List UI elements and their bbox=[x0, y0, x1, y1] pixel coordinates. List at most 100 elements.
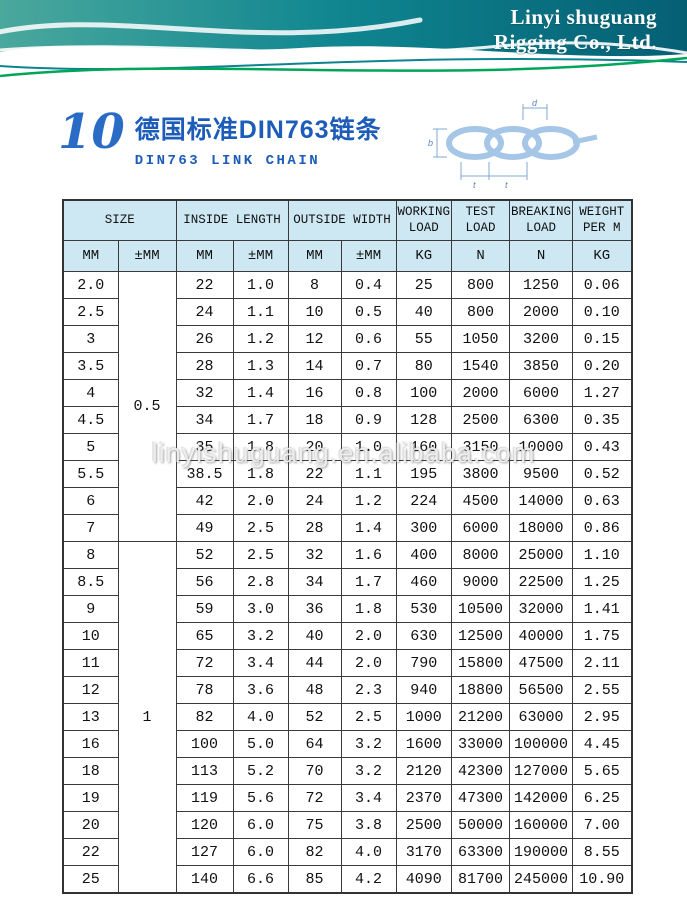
table-cell: 22 bbox=[175, 271, 234, 300]
table-cell: 42 bbox=[175, 487, 234, 516]
table-cell: 1.8 bbox=[232, 460, 289, 489]
unit-header: MM bbox=[175, 240, 234, 273]
table-cell: 0.35 bbox=[572, 406, 633, 435]
column-group-header: WEIGHT PER M bbox=[572, 199, 633, 242]
table-cell: 49 bbox=[175, 514, 234, 543]
table-cell: 400 bbox=[395, 541, 453, 570]
table-row: 5.5 38.5 1.8 22 1.1 195 3800 9500 0.52 bbox=[62, 460, 633, 489]
table-cell: 85 bbox=[287, 865, 342, 894]
table-cell: 18000 bbox=[509, 514, 574, 543]
table-cell: 16 bbox=[287, 379, 342, 408]
table-cell: 82 bbox=[175, 703, 234, 732]
table-cell: 0.06 bbox=[572, 271, 633, 300]
table-cell: 2.0 bbox=[340, 622, 397, 651]
table-row: 6 42 2.0 24 1.2 224 4500 14000 0.63 bbox=[62, 487, 633, 516]
table-cell: 22 bbox=[287, 460, 342, 489]
table-cell: 10 bbox=[62, 622, 119, 651]
table-cell: 460 bbox=[395, 568, 453, 597]
table-cell: 38.5 bbox=[175, 460, 234, 489]
table-cell: 1600 bbox=[395, 730, 453, 759]
table-cell: 4.0 bbox=[232, 703, 289, 732]
table-cell: 140 bbox=[175, 865, 234, 894]
unit-header: N bbox=[451, 240, 511, 273]
table-cell: 1250 bbox=[509, 271, 574, 300]
table-cell: 6 bbox=[62, 487, 119, 516]
table-row: 12 78 3.6 48 2.3 940 18800 56500 2.55 bbox=[62, 676, 633, 705]
table-cell: 72 bbox=[287, 784, 342, 813]
table-row: 9 59 3.0 36 1.8 530 10500 32000 1.41 bbox=[62, 595, 633, 624]
table-cell: 6.25 bbox=[572, 784, 633, 813]
table-cell: 1.2 bbox=[232, 325, 289, 354]
table-cell: 3800 bbox=[451, 460, 511, 489]
table-cell: 1.7 bbox=[340, 568, 397, 597]
table-cell: 19 bbox=[62, 784, 119, 813]
table-cell: 24 bbox=[287, 487, 342, 516]
table-cell: 6.0 bbox=[232, 811, 289, 840]
table-cell: 127 bbox=[175, 838, 234, 867]
table-cell: 5.2 bbox=[232, 757, 289, 786]
table-cell: 245000 bbox=[509, 865, 574, 894]
table-cell: 1.7 bbox=[232, 406, 289, 435]
table-cell: 3.4 bbox=[232, 649, 289, 678]
column-group-header: INSIDE LENGTH bbox=[175, 199, 289, 242]
table-cell: 10500 bbox=[451, 595, 511, 624]
table-cell: 56500 bbox=[509, 676, 574, 705]
table-cell: 18800 bbox=[451, 676, 511, 705]
company-name-line1: Linyi shuguang bbox=[510, 5, 657, 29]
unit-header: ±MM bbox=[340, 240, 397, 273]
table-cell: 1.2 bbox=[340, 487, 397, 516]
table-cell: 3 bbox=[62, 325, 119, 354]
table-cell: 100 bbox=[175, 730, 234, 759]
table-cell: 75 bbox=[287, 811, 342, 840]
table-cell: 2000 bbox=[451, 379, 511, 408]
table-cell: 5.65 bbox=[572, 757, 633, 786]
table-cell: 24 bbox=[175, 298, 234, 327]
table-cell: 34 bbox=[287, 568, 342, 597]
table-cell: 4.5 bbox=[62, 406, 119, 435]
table-cell: 2000 bbox=[509, 298, 574, 327]
table-cell: 35 bbox=[175, 433, 234, 462]
table-cell: 56 bbox=[175, 568, 234, 597]
table-cell: 2.55 bbox=[572, 676, 633, 705]
table-cell: 128 bbox=[395, 406, 453, 435]
table-cell: 3.4 bbox=[340, 784, 397, 813]
unit-header: KG bbox=[395, 240, 453, 273]
table-header: SIZE INSIDE LENGTH OUTSIDE WIDTH WORKING LO… bbox=[62, 199, 633, 273]
table-cell: 2500 bbox=[451, 406, 511, 435]
table-body: 2.0 0.5 22 1.0 8 0.4 25 800 1250 0.06 2.5 24 1.1 10 0.… bbox=[62, 271, 633, 894]
table-cell: 32000 bbox=[509, 595, 574, 624]
table-cell: 195 bbox=[395, 460, 453, 489]
table-cell: 300 bbox=[395, 514, 453, 543]
table-cell: 0.63 bbox=[572, 487, 633, 516]
unit-header: N bbox=[509, 240, 574, 273]
table-cell: 0.8 bbox=[340, 379, 397, 408]
column-group-header: TEST LOAD bbox=[451, 199, 511, 242]
table-cell: 63300 bbox=[451, 838, 511, 867]
table-cell: 12 bbox=[287, 325, 342, 354]
table-cell: 9500 bbox=[509, 460, 574, 489]
table-cell: 1.6 bbox=[340, 541, 397, 570]
table-cell: 4.2 bbox=[340, 865, 397, 894]
table-cell: 2.5 bbox=[232, 514, 289, 543]
table-cell: 40000 bbox=[509, 622, 574, 651]
table-cell: 2.0 bbox=[232, 487, 289, 516]
table-cell: 2.0 bbox=[62, 271, 119, 300]
table-cell: 40 bbox=[395, 298, 453, 327]
table-cell: 72 bbox=[175, 649, 234, 678]
table-cell: 630 bbox=[395, 622, 453, 651]
table-cell: 0.5 bbox=[340, 298, 397, 327]
table-cell: 3150 bbox=[451, 433, 511, 462]
table-cell: 13 bbox=[62, 703, 119, 732]
table-cell: 1.1 bbox=[340, 460, 397, 489]
table-cell: 22 bbox=[62, 838, 119, 867]
table-cell: 3.6 bbox=[232, 676, 289, 705]
table-cell: 190000 bbox=[509, 838, 574, 867]
table-cell: 1.8 bbox=[232, 433, 289, 462]
table-row: 3 26 1.2 12 0.6 55 1050 3200 0.15 bbox=[62, 325, 633, 354]
table-cell: 2370 bbox=[395, 784, 453, 813]
table-cell: 5 bbox=[62, 433, 119, 462]
section-number: 10 bbox=[58, 104, 125, 160]
table-cell: 28 bbox=[287, 514, 342, 543]
table-row: 13 82 4.0 52 2.5 1000 21200 63000 2.95 bbox=[62, 703, 633, 732]
column-group-header: BREAKING LOAD bbox=[509, 199, 574, 242]
